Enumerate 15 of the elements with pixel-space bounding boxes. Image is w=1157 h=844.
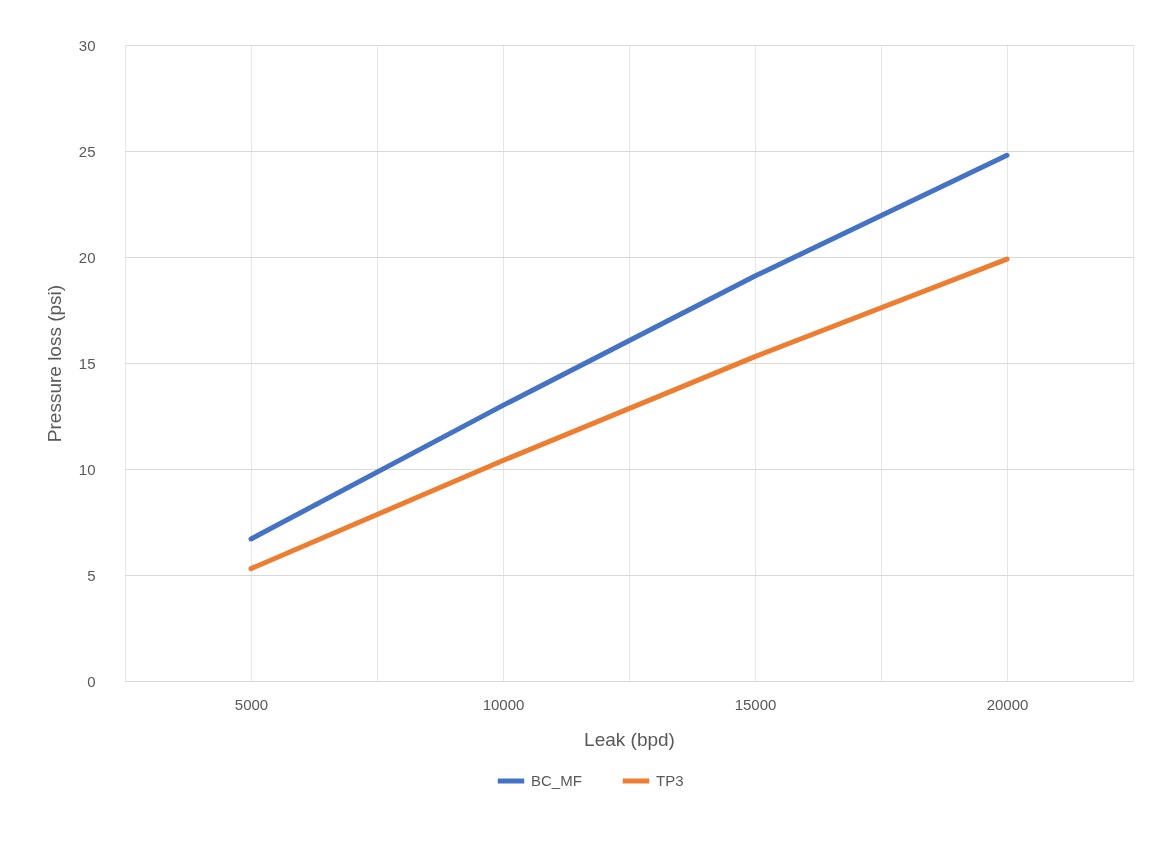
legend-label: TP3 bbox=[656, 772, 684, 789]
x-axis-title: Leak (bpd) bbox=[584, 728, 675, 750]
y-tick-label: 20 bbox=[78, 248, 96, 266]
legend-label: BC_MF bbox=[531, 772, 582, 789]
x-tick-label: 10000 bbox=[482, 695, 525, 713]
y-tick-label: 10 bbox=[78, 460, 96, 478]
y-tick-label: 5 bbox=[87, 566, 96, 584]
x-tick-label: 15000 bbox=[734, 695, 777, 713]
y-axis-title: Pressure loss (psi) bbox=[43, 284, 65, 443]
x-tick-label: 20000 bbox=[986, 695, 1029, 713]
x-tick-label: 5000 bbox=[234, 695, 269, 713]
y-tick-label: 15 bbox=[78, 354, 96, 372]
y-tick-label: 25 bbox=[78, 142, 96, 160]
y-tick-label: 30 bbox=[78, 36, 96, 54]
y-tick-label: 0 bbox=[87, 672, 96, 690]
